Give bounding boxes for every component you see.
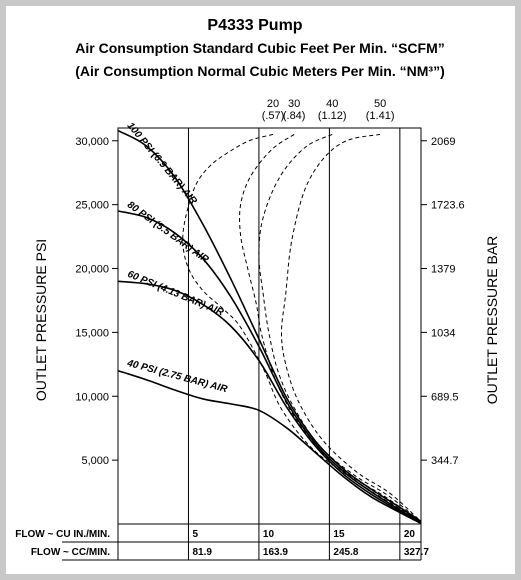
flow-cell-cc: 245.8 xyxy=(333,547,358,558)
y-right-tick-label: 1723.6 xyxy=(431,200,465,212)
scfm-label-30: 30 xyxy=(288,98,300,110)
flow-row-cc-label: FLOW ~ CC/MIN. xyxy=(31,547,110,558)
y-left-tick-label: 20,000 xyxy=(75,264,109,276)
nm3-label-30: (.84) xyxy=(283,110,306,122)
plot-border xyxy=(117,127,422,525)
series-line-60-psi-4-13-bar-air xyxy=(117,280,422,524)
scfm-curve-20 xyxy=(182,133,422,523)
series-line-40-psi-2-75-bar-air xyxy=(117,369,422,525)
scfm-label-40: 40 xyxy=(326,98,338,110)
y-right-tick-label: 1034 xyxy=(431,327,455,339)
series-label-80-psi-5-5-bar-air: 80 PSI (5.5 BAR) AIR xyxy=(125,200,211,266)
scfm-curve-30 xyxy=(239,133,422,524)
series-line-80-psi-5-5-bar-air xyxy=(117,210,422,523)
flow-cell-cc: 81.9 xyxy=(192,547,212,558)
flow-cell-cuin: 5 xyxy=(192,529,198,540)
nm3-label-40: (1.12) xyxy=(318,110,347,122)
y-left-tick-label: 5,000 xyxy=(81,455,109,467)
chart-title: P4333 Pump xyxy=(207,17,302,34)
series-line-100-psi-6-9-bar-air xyxy=(117,129,422,523)
y-left-tick-label: 30,000 xyxy=(75,136,109,148)
y-right-tick-label: 2069 xyxy=(431,136,455,148)
nm3-label-20: (.57) xyxy=(262,110,285,122)
y-left-tick-label: 10,000 xyxy=(75,391,109,403)
scfm-label-20: 20 xyxy=(267,98,279,110)
scfm-curve-40 xyxy=(258,133,422,523)
flow-cell-cuin: 15 xyxy=(333,529,345,540)
flow-row-cuin-label: FLOW ~ CU IN./MIN. xyxy=(15,529,110,540)
flow-table: FLOW ~ CU IN./MIN. FLOW ~ CC/MIN. 5 81.9 10 1… xyxy=(15,128,429,561)
chart-subtitle-1: Air Consumption Standard Cubic Feet Per … xyxy=(75,40,444,56)
y-left-tick-label: 25,000 xyxy=(75,200,109,212)
scfm-label-50: 50 xyxy=(374,98,386,110)
y-left-tick-label: 15,000 xyxy=(75,327,109,339)
flow-cell-cc: 163.9 xyxy=(263,547,288,558)
nm3-label-50: (1.41) xyxy=(366,110,395,122)
flow-cell-cuin: 10 xyxy=(263,529,275,540)
flow-cell-cuin: 20 xyxy=(404,529,416,540)
flow-cell-cc: 327.7 xyxy=(404,547,429,558)
y-right-tick-label: 689.5 xyxy=(431,391,459,403)
scfm-curve-50 xyxy=(280,133,422,522)
y-right-tick-label: 1379 xyxy=(431,264,455,276)
series-label-40-psi-2-75-bar-air: 40 PSI (2.75 BAR) AIR xyxy=(125,358,229,396)
series-label-60-psi-4-13-bar-air: 60 PSI (4.13 BAR) AIR xyxy=(126,269,226,319)
y-axis-left-title: OUTLET PRESSURE PSI xyxy=(33,239,49,401)
y-right-tick-label: 344.7 xyxy=(431,455,459,467)
chart-subtitle-2: (Air Consumption Normal Cubic Meters Per… xyxy=(75,63,444,79)
y-axis-right-title: OUTLET PRESSURE BAR xyxy=(484,236,500,405)
plot-area: 5,000 10,000 15,000 20,000 25,000 30,000 344.7… xyxy=(75,98,465,525)
